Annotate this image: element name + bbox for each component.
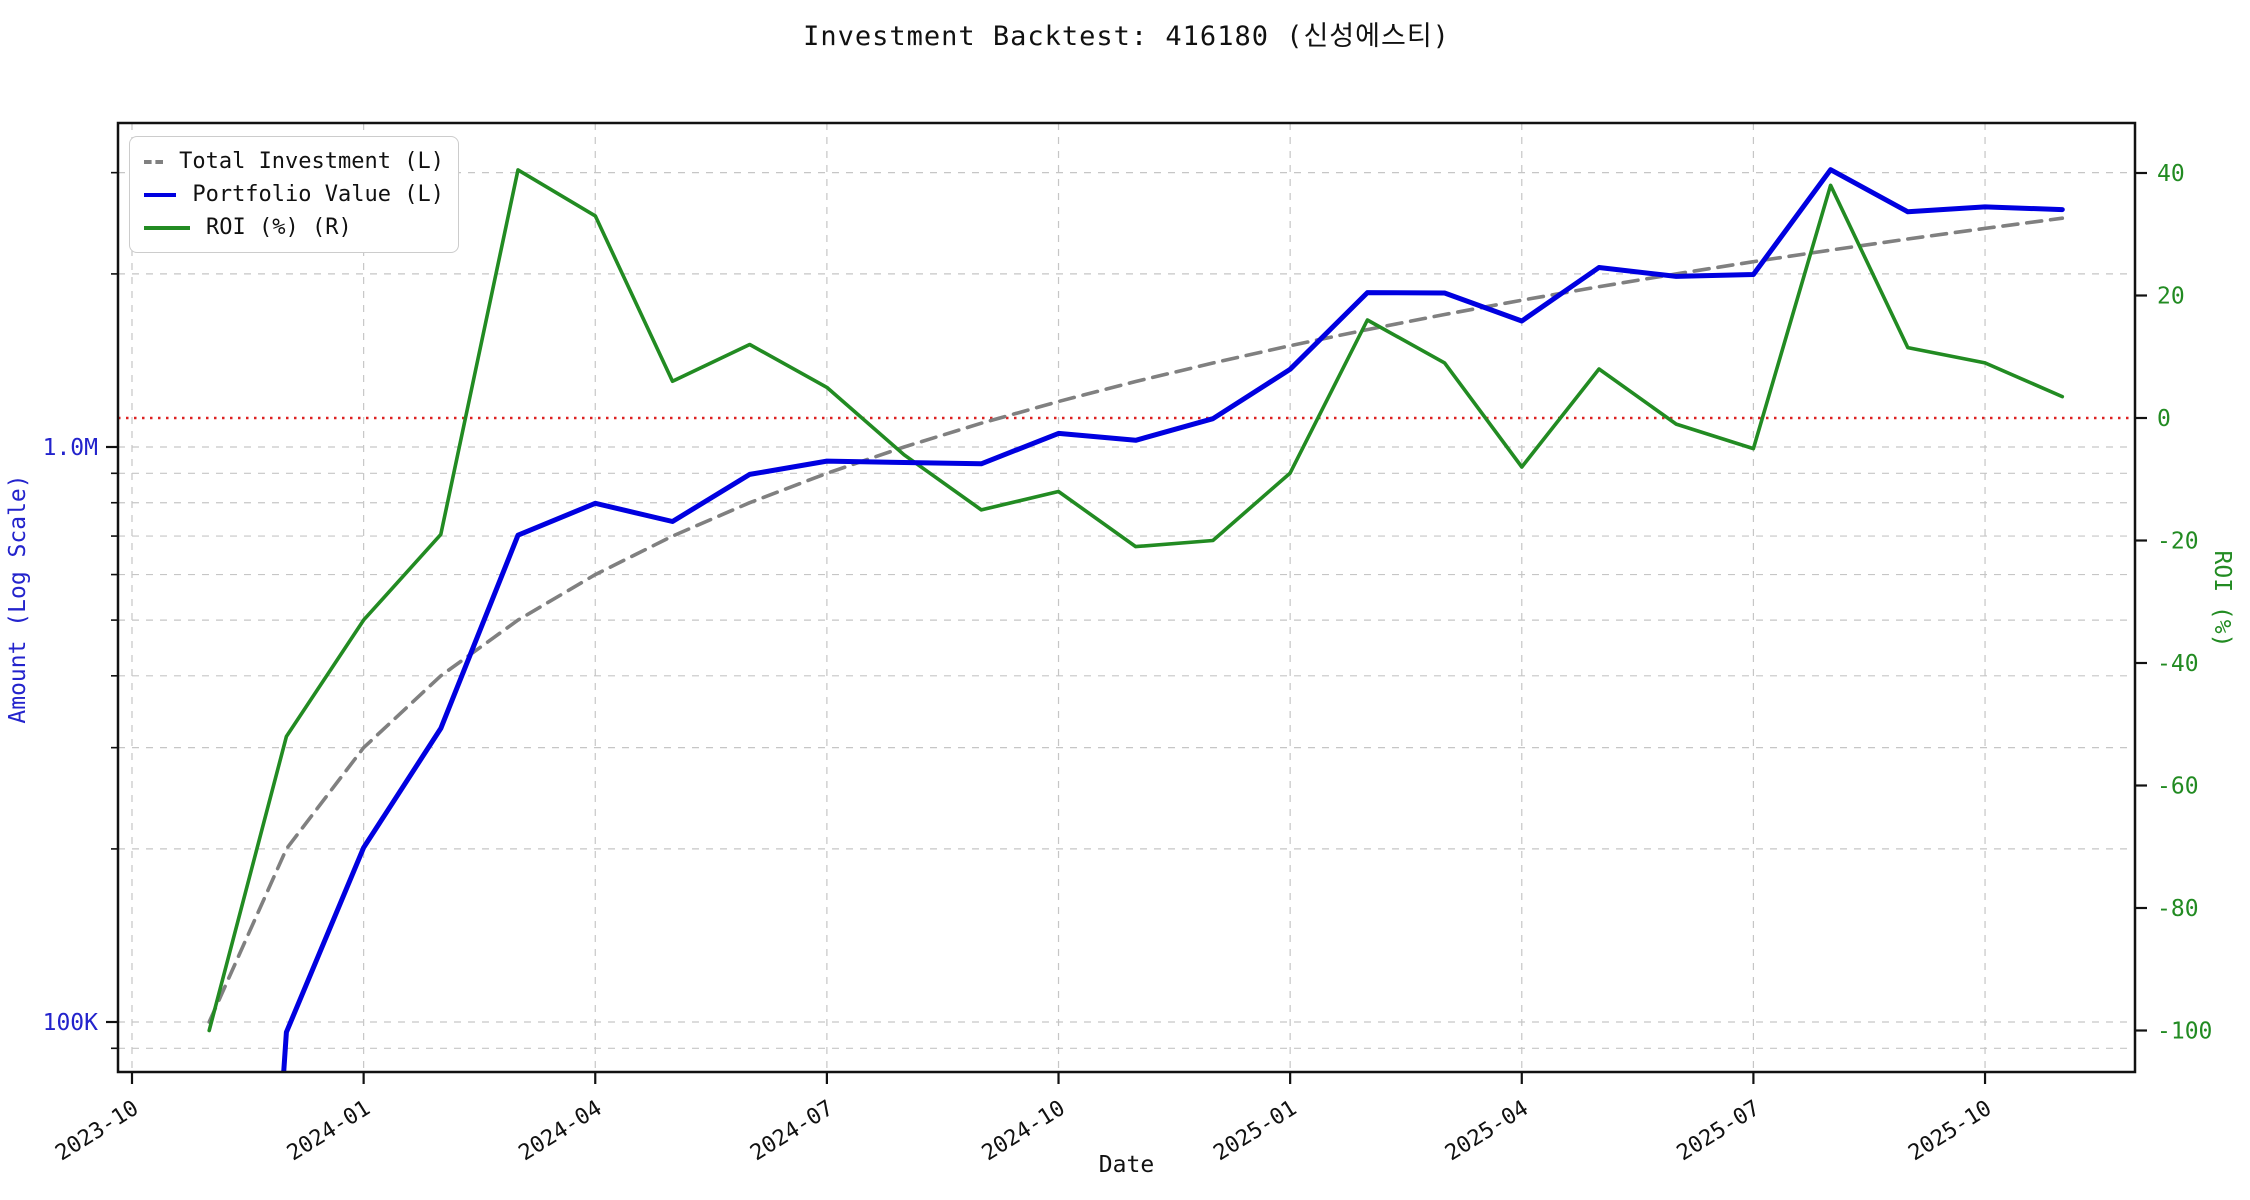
plot-border	[116, 121, 2137, 1074]
axis-ticks: 2023-10 2024-01 2024-04 2024-07 2024-10 2025-…	[43, 161, 2213, 1166]
svg-text:2023-10: 2023-10	[51, 1096, 143, 1166]
legend-item: Total Investment (L)	[144, 145, 444, 178]
series-lines	[207, 167, 2065, 1072]
legend-item-label: Portfolio Value (L)	[192, 182, 444, 207]
svg-text:2025-01: 2025-01	[1209, 1096, 1301, 1166]
svg-text:-100: -100	[2157, 1019, 2212, 1045]
line-swatch	[144, 192, 177, 197]
svg-text:2024-07: 2024-07	[746, 1096, 838, 1166]
legend-item: Portfolio Value (L)	[144, 178, 444, 211]
legend-item-label: Total Investment (L)	[179, 149, 444, 174]
chart-title: Investment Backtest: 416180 (신성에스티)	[803, 21, 1450, 52]
svg-text:100K: 100K	[43, 1010, 99, 1036]
svg-text:2024-10: 2024-10	[978, 1096, 1070, 1166]
legend-item: ROI (%) (R)	[144, 211, 444, 244]
svg-text:0: 0	[2157, 406, 2171, 432]
line-swatch	[144, 225, 190, 230]
roi-line	[207, 168, 2065, 1033]
svg-text:20: 20	[2157, 284, 2185, 310]
portfolio-value-line	[281, 167, 2065, 1072]
svg-text:1.0M: 1.0M	[43, 435, 98, 461]
svg-text:2025-10: 2025-10	[1904, 1096, 1996, 1166]
svg-text:2024-01: 2024-01	[283, 1096, 375, 1166]
legend: Total Investment (L) Portfolio Value (L) R…	[129, 136, 459, 253]
dashed-line-swatch	[144, 159, 164, 164]
svg-text:-20: -20	[2157, 529, 2199, 555]
svg-text:2025-04: 2025-04	[1441, 1096, 1533, 1166]
svg-text:-80: -80	[2157, 896, 2199, 922]
legend-item-label: ROI (%) (R)	[206, 215, 352, 240]
svg-text:2024-04: 2024-04	[515, 1096, 607, 1166]
svg-text:2025-07: 2025-07	[1673, 1096, 1765, 1166]
svg-text:-60: -60	[2157, 774, 2199, 800]
svg-text:40: 40	[2157, 161, 2185, 187]
svg-text:-40: -40	[2157, 651, 2199, 677]
gridlines	[118, 123, 2135, 1072]
total-investment-line	[207, 216, 2065, 1024]
x-axis-label: Date	[1098, 1152, 1155, 1178]
